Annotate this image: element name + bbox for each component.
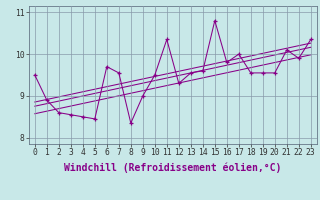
X-axis label: Windchill (Refroidissement éolien,°C): Windchill (Refroidissement éolien,°C) (64, 163, 282, 173)
